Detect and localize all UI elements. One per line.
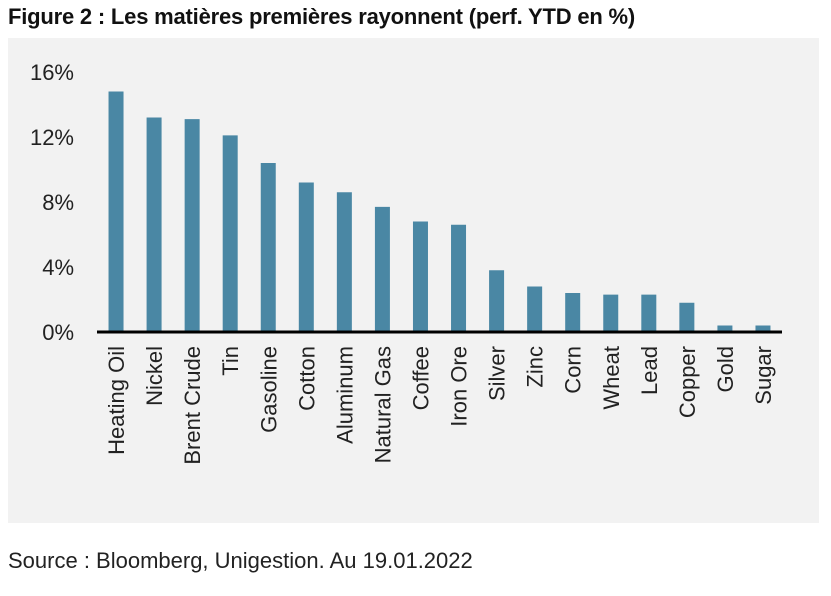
x-category-label: Corn [561, 346, 586, 394]
bar-coffee [412, 221, 428, 332]
x-category-label: Copper [675, 346, 700, 418]
y-axis-ticks: 0% 4% 8% 12% 16% [30, 60, 74, 345]
bar-natural-gas [374, 206, 390, 332]
x-category-label: Iron Ore [447, 346, 472, 427]
y-tick-label: 4% [42, 255, 74, 280]
y-tick-label: 12% [30, 125, 74, 150]
x-category-label: Gold [713, 346, 738, 392]
bar-sugar [755, 325, 771, 332]
bar-heating-oil [108, 91, 124, 332]
x-category-label: Sugar [751, 346, 776, 405]
x-category-label: Coffee [408, 346, 433, 410]
y-tick-label: 0% [42, 320, 74, 345]
x-category-label: Wheat [599, 346, 624, 410]
bar-lead [641, 294, 657, 332]
x-category-label: Lead [637, 346, 662, 395]
bar-wheat [603, 294, 619, 332]
x-category-label: Cotton [294, 346, 319, 411]
x-category-label: Silver [485, 346, 510, 401]
x-category-label: Tin [218, 346, 243, 376]
x-category-label: Nickel [142, 346, 167, 406]
bar-zinc [527, 286, 543, 332]
source-note: Source : Bloomberg, Unigestion. Au 19.01… [8, 548, 473, 573]
x-category-label: Natural Gas [370, 346, 395, 463]
bar-cotton [298, 182, 314, 332]
x-category-label: Heating Oil [104, 346, 129, 455]
figure-title: Figure 2 : Les matières premières rayonn… [8, 4, 636, 29]
bar-copper [679, 302, 695, 332]
bars [108, 91, 771, 332]
y-tick-label: 8% [42, 190, 74, 215]
bar-iron-ore [451, 224, 467, 332]
bar-nickel [146, 117, 162, 332]
bar-gold [717, 325, 733, 332]
x-category-label: Brent Crude [180, 346, 205, 465]
x-category-label: Gasoline [256, 346, 281, 433]
bar-tin [222, 135, 238, 332]
bar-gasoline [260, 163, 276, 332]
bar-aluminum [336, 192, 352, 332]
bar-corn [565, 293, 581, 332]
y-tick-label: 16% [30, 60, 74, 85]
x-axis-categories: Heating Oil Nickel Brent Crude Tin Gasoline C… [104, 346, 776, 465]
bar-brent-crude [184, 119, 200, 332]
x-category-label: Zinc [523, 346, 548, 388]
x-category-label: Aluminum [332, 346, 357, 444]
bar-silver [489, 270, 505, 332]
